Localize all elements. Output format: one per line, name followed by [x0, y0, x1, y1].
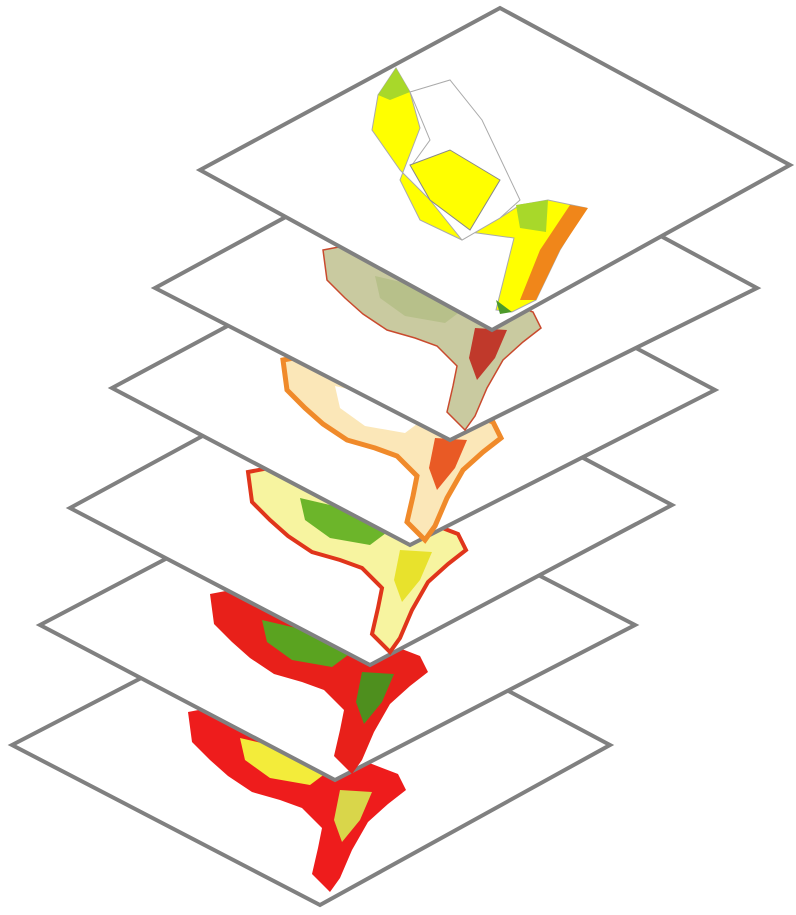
map-layer [195, 5, 795, 333]
map-region [378, 68, 410, 100]
map-region [516, 200, 548, 232]
map-region [520, 205, 588, 300]
map-region [496, 300, 512, 314]
map-region [409, 149, 501, 231]
